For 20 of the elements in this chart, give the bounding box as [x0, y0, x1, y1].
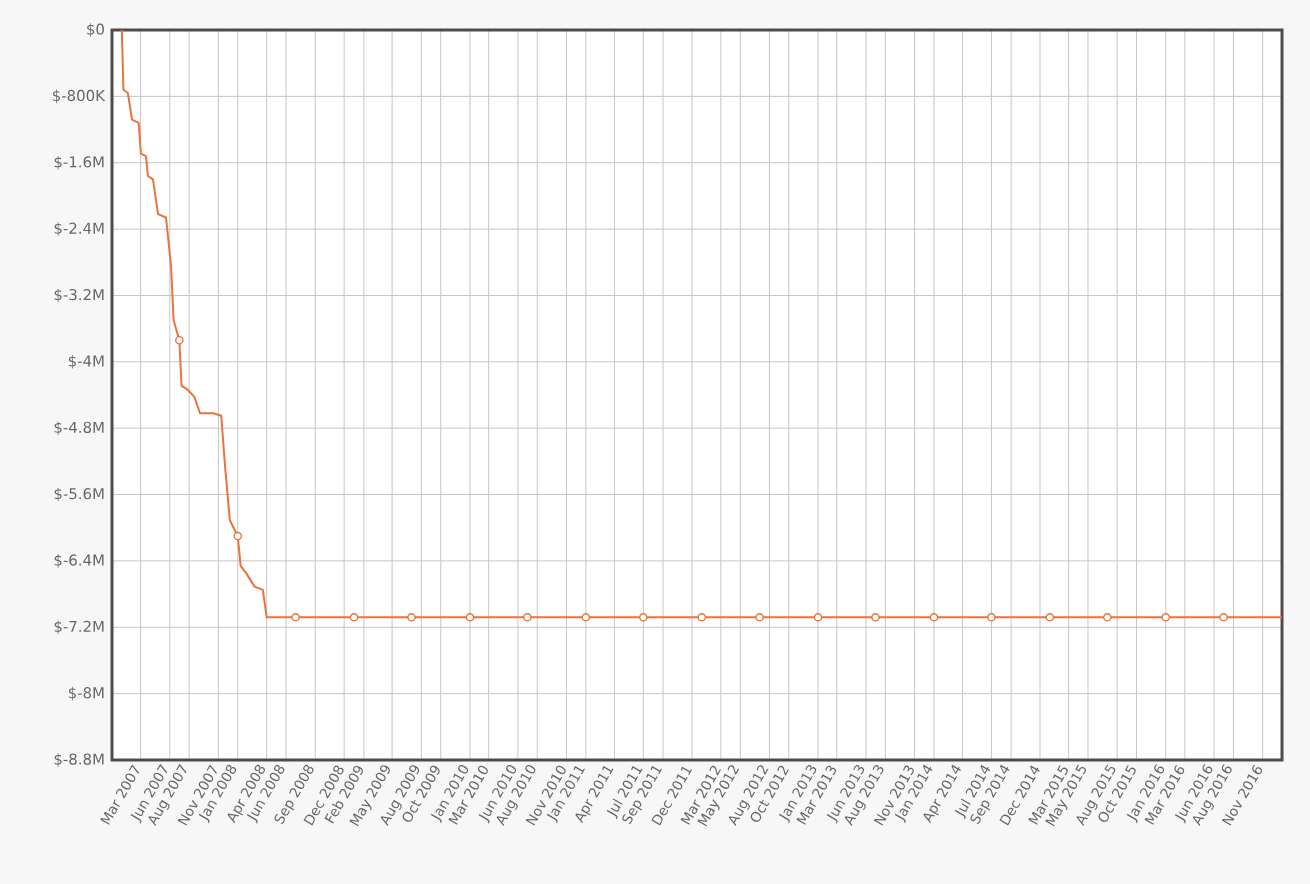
- point: [639, 613, 648, 622]
- point: [987, 613, 996, 622]
- point: [233, 531, 243, 541]
- point: [1103, 613, 1112, 622]
- point: [871, 613, 880, 622]
- point: [813, 613, 823, 622]
- point: [581, 613, 591, 622]
- point: [407, 613, 416, 622]
- point: [755, 613, 764, 622]
- point: [465, 613, 475, 622]
- point: [349, 613, 359, 622]
- point: [291, 613, 300, 622]
- line-series: [120, 29, 1284, 619]
- point: [175, 335, 184, 345]
- point: [1045, 613, 1055, 622]
- point: [1219, 613, 1228, 622]
- point: [929, 613, 939, 622]
- point: [523, 613, 532, 622]
- point: [1161, 613, 1171, 622]
- point: [697, 613, 707, 622]
